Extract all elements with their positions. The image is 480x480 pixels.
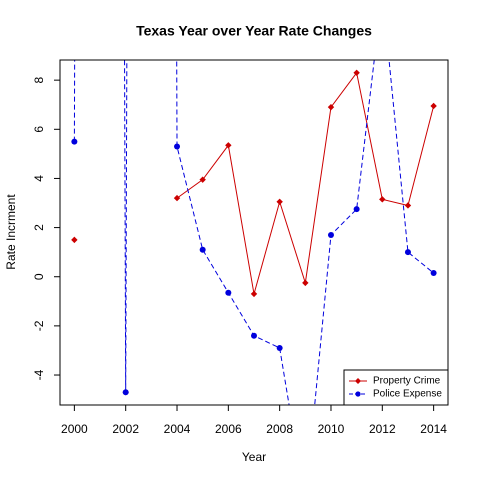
point [122, 389, 129, 396]
point [379, 196, 386, 203]
legend-label: Property Crime [373, 376, 441, 387]
legend-marker [355, 378, 361, 384]
point [353, 69, 360, 76]
point [404, 202, 412, 209]
point [71, 138, 78, 145]
x-tick-label: 2012 [369, 422, 396, 436]
y-tick-label: 0 [32, 273, 46, 280]
point [225, 142, 232, 149]
point [276, 344, 283, 351]
point [327, 231, 334, 238]
x-tick-label: 2002 [112, 422, 139, 436]
legend-box [343, 369, 449, 406]
x-tick-label: 2010 [318, 422, 345, 436]
point [173, 194, 181, 202]
y-axis-label: Rate Incrment [4, 194, 18, 270]
y-tick-label: 4 [32, 175, 46, 182]
x-tick-label: 2008 [266, 422, 293, 436]
x-tick-label: 2006 [215, 422, 242, 436]
x-tick-label: 2014 [420, 422, 447, 436]
point [250, 290, 258, 298]
point [327, 103, 335, 111]
x-tick-label: 2004 [164, 422, 191, 436]
point [430, 102, 437, 110]
point [404, 249, 411, 256]
x-tick-label: 2000 [61, 422, 88, 436]
y-tick-label: 8 [32, 76, 46, 83]
plot-area [71, 60, 437, 405]
point [302, 279, 309, 287]
point [430, 270, 437, 277]
legend-marker [355, 391, 361, 397]
y-tick-label: -4 [32, 369, 46, 380]
y-tick-label: 2 [32, 224, 46, 231]
point [276, 198, 283, 205]
point [174, 143, 181, 150]
point [251, 332, 257, 339]
point [199, 246, 206, 253]
point [199, 176, 206, 183]
point [71, 236, 78, 244]
point [353, 206, 360, 213]
chart-title: Texas Year over Year Rate Changes [136, 23, 372, 39]
point [225, 289, 232, 296]
y-tick-label: -2 [32, 320, 46, 331]
legend-label: Police Expense [373, 389, 442, 400]
y-tick-label: 6 [32, 126, 46, 133]
x-axis-label: Year [242, 450, 266, 464]
plot-frame [59, 59, 449, 406]
